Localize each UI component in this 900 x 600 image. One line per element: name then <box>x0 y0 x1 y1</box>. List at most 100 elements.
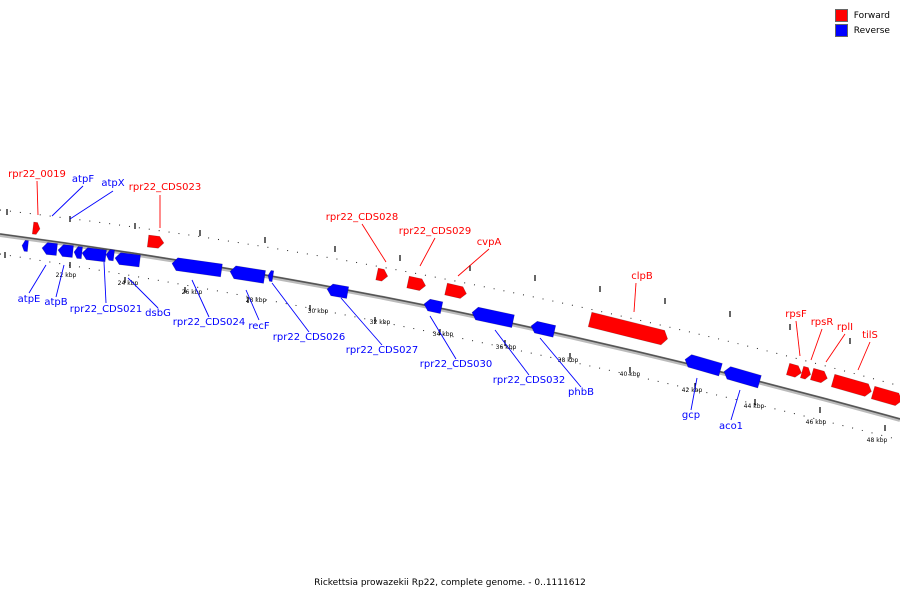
gene-feature-tils: tilS <box>870 385 900 406</box>
gene-label-dsbg: dsbG <box>145 308 171 319</box>
gene-feature-rpr22_cds032: rpr22_CDS032 <box>471 306 515 328</box>
gene-feature-recf: recF <box>267 270 275 283</box>
gene-leader-line <box>494 329 530 376</box>
gene-leader-line <box>28 264 47 294</box>
gene-feature-rpr22_0019: rpr22_0019 <box>31 221 41 235</box>
gene-feature-rpr22_cds030: rpr22_CDS030 <box>423 298 444 314</box>
axis-tick-label: 40 kbp <box>620 371 641 378</box>
gene-feature-atpb: atpB <box>57 244 74 258</box>
gene-label-rpr22_0019: rpr22_0019 <box>8 169 66 180</box>
gene-feature-recf: recF <box>229 265 266 284</box>
gene-leader-line <box>69 190 114 220</box>
gene-leader-line <box>340 297 383 346</box>
genome-backbone-shadow <box>0 233 900 422</box>
gene-leader-line <box>857 341 871 371</box>
gene-feature-rpsf: rpsF <box>785 362 802 378</box>
gene-label-phbb: phbB <box>568 387 594 398</box>
gene-feature-rpr22_cds029: rpr22_CDS029 <box>406 275 426 291</box>
gene-label-rpr22_cds032: rpr22_CDS032 <box>493 375 565 386</box>
gene-feature-rpr22_cds021: rpr22_CDS021 <box>105 249 115 262</box>
gene-label-clpb: clpB <box>631 271 653 282</box>
gene-label-rpsf: rpsF <box>785 309 807 320</box>
reverse-swatch <box>834 24 848 37</box>
gene-feature-atpe: atpE <box>41 242 58 256</box>
gene-label-rpr22_cds029: rpr22_CDS029 <box>399 226 471 237</box>
gene-label-rpr22_cds027: rpr22_CDS027 <box>346 345 418 356</box>
legend-item-reverse: Reverse <box>834 23 890 38</box>
gene-label-gcp: gcp <box>682 410 700 421</box>
gene-feature-dsbg: dsbG <box>114 252 141 268</box>
gene-label-rpr22_cds023: rpr22_CDS023 <box>129 182 201 193</box>
gene-label-rpli: rplI <box>837 322 853 333</box>
genome-backbone <box>0 233 900 420</box>
gene-feature-rpr22_cds024: rpr22_CDS024 <box>171 257 223 278</box>
gene-leader-line <box>51 185 84 217</box>
gene-leader-line <box>429 315 457 360</box>
axis-tick-label: 28 kbp <box>246 297 267 304</box>
gene-feature-rpli: rplI <box>809 367 828 384</box>
gene-leader-line <box>633 282 637 313</box>
gene-leader-line <box>825 333 846 363</box>
axis-tick-label: 46 kbp <box>806 419 827 426</box>
gene-label-rpsr: rpsR <box>811 317 834 328</box>
axis-tick-label: 24 kbp <box>118 280 139 287</box>
forward-swatch <box>834 9 848 22</box>
gene-label-atpb: atpB <box>44 297 67 308</box>
gene-label-rpr22_cds028: rpr22_CDS028 <box>326 212 398 223</box>
gene-feature-tils: tilS <box>830 373 872 397</box>
axis-tick-label: 48 kbp <box>867 437 888 444</box>
axis-tick-label: 34 kbp <box>433 331 454 338</box>
gene-leader-line <box>55 264 65 298</box>
gene-label-rpr22_cds021: rpr22_CDS021 <box>70 304 142 315</box>
gene-leader-line <box>361 223 387 263</box>
axis-tick-label: 44 kbp <box>744 403 765 410</box>
legend-reverse-label: Reverse <box>853 25 890 36</box>
gene-label-atpf: atpF <box>72 174 94 185</box>
gene-label-atpe: atpE <box>18 294 41 305</box>
gene-leader-line <box>730 389 741 421</box>
gene-leader-line <box>36 180 39 216</box>
gene-leader-line <box>103 261 107 304</box>
gene-leader-line <box>795 320 801 357</box>
gene-leader-line <box>191 279 210 318</box>
gene-leader-line <box>419 237 436 267</box>
gene-label-rpr22_cds024: rpr22_CDS024 <box>173 317 245 328</box>
gene-leader-line <box>245 289 260 321</box>
gene-label-tils: tilS <box>862 330 878 341</box>
gene-feature-phbb: phbB <box>530 320 557 338</box>
gene-label-atpx: atpX <box>101 178 124 189</box>
gene-feature-rpsr: rpsR <box>799 365 811 380</box>
gene-feature-rpr22_cds028: rpr22_CDS028 <box>375 267 389 282</box>
gene-feature-gcp: gcp <box>684 354 723 377</box>
gene-feature-aco1: aco1 <box>723 366 762 389</box>
gene-feature-rpr22_cds023: rpr22_CDS023 <box>146 234 165 249</box>
genome-caption: Rickettsia prowazekii Rp22, complete gen… <box>314 578 586 588</box>
gene-leader-line <box>271 282 310 333</box>
gene-leader-line <box>127 277 159 309</box>
gene-leader-line <box>810 328 823 361</box>
legend-item-forward: Forward <box>834 8 890 23</box>
axis-tick-label: 30 kbp <box>308 308 329 315</box>
gene-leader-line <box>539 337 582 388</box>
gene-feature-atpe: atpE <box>21 239 29 252</box>
legend: Forward Reverse <box>834 8 890 38</box>
gene-feature-atpb: atpB <box>73 246 83 260</box>
gene-label-cvpa: cvpA <box>477 237 502 248</box>
legend-forward-label: Forward <box>853 10 890 21</box>
gene-label-aco1: aco1 <box>719 421 743 432</box>
gene-feature-clpb: clpB <box>587 311 668 346</box>
gene-leader-line <box>457 248 490 277</box>
axis-tick-label: 36 kbp <box>496 344 517 351</box>
axis-tick-label: 38 kbp <box>558 357 579 364</box>
axis-tick-label: 26 kbp <box>182 289 203 296</box>
gene-feature-rpr22_cds026: rpr22_CDS026 <box>326 283 350 299</box>
gene-label-rpr22_cds030: rpr22_CDS030 <box>420 359 492 370</box>
gene-feature-rpr22_cds021: rpr22_CDS021 <box>81 247 107 263</box>
gene-feature-cvpa: cvpA <box>444 282 467 299</box>
gene-label-rpr22_cds026: rpr22_CDS026 <box>273 332 345 343</box>
gene-leader-line <box>690 377 698 411</box>
gene-label-recf: recF <box>248 321 270 332</box>
axis-tick-label: 32 kbp <box>370 319 391 326</box>
